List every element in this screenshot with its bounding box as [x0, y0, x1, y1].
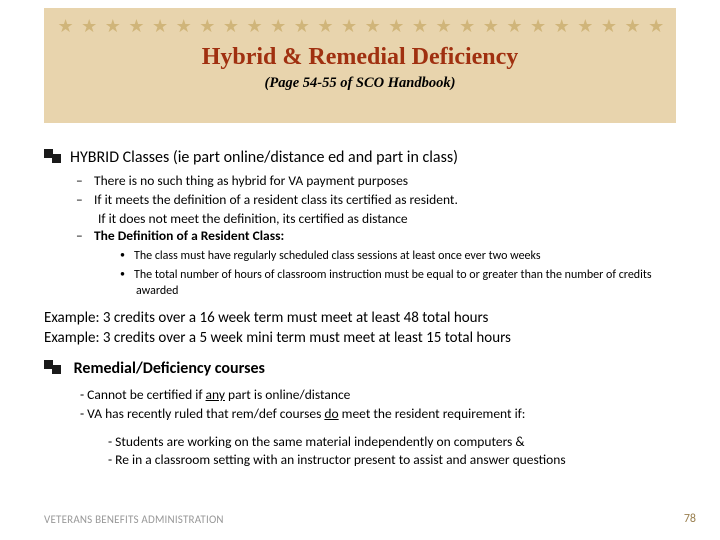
heading-rest: (ie part online/distance ed and part in …: [173, 148, 458, 167]
bullet-item-cont: If it does not meet the definition, its …: [98, 211, 676, 228]
bullet-text: If it does not meet the definition, its …: [98, 210, 408, 227]
page-number: 78: [684, 512, 696, 526]
section2-line: - Cannot be certified if any part is onl…: [80, 386, 676, 422]
example-line: Example: 3 credits over a 5 week mini te…: [44, 329, 676, 347]
bullet-icon: [44, 360, 62, 374]
sub-bullet-text: The class must have regularly scheduled …: [134, 249, 541, 263]
section1-heading: HYBRID Classes (ie part online/distance …: [44, 148, 676, 167]
bullet-icon: [44, 149, 62, 163]
bullet-text: There is no such thing as hybrid for VA …: [94, 172, 408, 189]
section2-subline: - Students are working on the same mater…: [108, 433, 676, 469]
slide-title: Hybrid & Remedial Deficiency: [44, 44, 676, 71]
section2-heading: Remedial/Deficiency courses: [44, 359, 676, 378]
sub-bullet-item: •The total number of hours of classroom …: [136, 267, 676, 299]
bullet-item: –There is no such thing as hybrid for VA…: [98, 173, 676, 190]
slide-subtitle: (Page 54-55 of SCO Handbook): [44, 75, 676, 92]
example-line: Example: 3 credits over a 16 week term m…: [44, 309, 676, 327]
content-area: HYBRID Classes (ie part online/distance …: [44, 148, 676, 469]
sub-bullet-text: The total number of hours of classroom i…: [134, 268, 652, 298]
bullet-text: If it meets the definition of a resident…: [94, 191, 458, 208]
bullet-item: –The Definition of a Resident Class:: [98, 228, 676, 245]
bullet-text-bold: The Definition of a Resident Class:: [94, 227, 284, 244]
footer-org: VETERANS BENEFITS ADMINISTRATION: [44, 513, 224, 526]
star-row: ★★★★★★★★★★★★★★★★★★★★★★★★★★: [44, 8, 676, 42]
bullet-item: –If it meets the definition of a residen…: [98, 192, 676, 209]
sub-bullet-item: •The class must have regularly scheduled…: [136, 248, 676, 265]
header-banner: ★★★★★★★★★★★★★★★★★★★★★★★★★★ Hybrid & Reme…: [44, 8, 676, 123]
heading-prefix: HYBRID: [70, 148, 119, 167]
heading-text: Remedial/Deficiency courses: [74, 359, 265, 378]
heading-mid: Classes: [119, 148, 173, 167]
